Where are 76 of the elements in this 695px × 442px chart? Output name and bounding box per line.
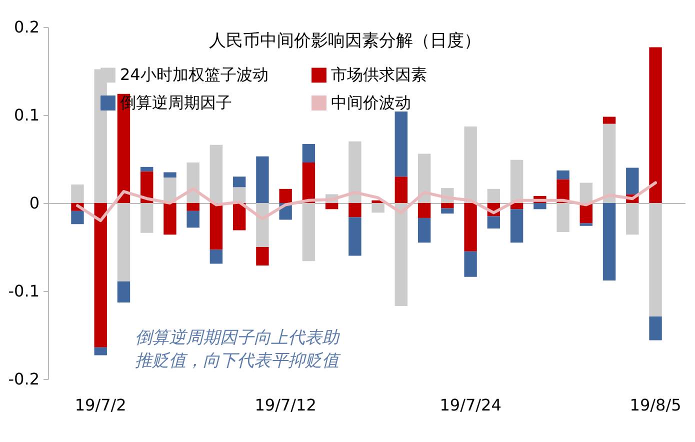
bar [394,176,408,203]
bar [302,162,316,203]
bar [649,203,662,317]
bar [580,223,593,226]
bar [232,203,246,230]
legend-label: 市场供求因素 [331,65,427,84]
bar [602,124,616,203]
legend-label: 中间价波动 [331,93,411,112]
bar [140,203,154,233]
x-tick-label: 19/8/5 [630,396,682,414]
bar [348,203,362,218]
y-tick-label: -0.1 [8,282,40,300]
bar [602,116,616,124]
bar [348,217,362,256]
bar [464,251,477,277]
line-series [76,181,658,222]
bar [256,156,269,203]
bar [256,247,269,266]
bar [164,172,176,178]
bar [71,184,84,203]
bar [94,347,107,356]
bar [256,203,269,247]
bar [441,203,454,208]
annotation: 倒算逆周期因子向上代表助 [135,328,341,348]
bar [510,203,524,210]
bar [487,188,500,203]
bar [418,154,431,203]
bar [649,47,662,203]
bar [302,203,316,262]
bar [348,141,362,203]
bar [186,162,200,203]
x-tick-label: 19/7/2 [74,396,126,414]
bar [164,203,176,235]
bar [232,187,246,203]
bar [210,250,223,264]
bar [372,203,384,213]
bar [602,203,616,280]
y-tick-label: 0 [29,194,40,212]
y-tick-label: 0.2 [14,18,40,36]
bar [464,126,477,203]
bar [556,170,570,180]
y-tick-label: 0.1 [14,106,40,124]
bar [186,203,200,211]
bar [534,203,546,210]
bar [626,168,639,194]
bar [394,111,408,177]
bar [210,144,223,203]
bar [441,208,454,214]
bar [117,203,130,282]
bar [556,203,570,232]
bar [510,209,524,243]
y-tick-label: -0.2 [8,370,40,388]
bar [232,176,246,188]
x-tick-label: 19/7/12 [254,396,316,414]
bar [487,216,500,229]
bar [626,203,639,235]
bar [140,166,154,172]
bar [325,203,338,210]
bar [464,203,477,252]
bar [117,281,130,302]
bar [186,210,200,228]
bar [94,203,107,348]
bar [418,218,431,243]
bar [279,188,292,203]
chart-title: 人民币中间价影响因素分解（日度） [209,31,481,51]
annotation: 推贬值，向下代表平抑贬值 [135,351,341,371]
bar [510,160,524,203]
legend-label: 24小时加权篮子波动 [120,65,268,84]
x-tick-label: 19/7/24 [440,396,502,414]
bar [394,203,408,306]
bar [210,203,223,250]
bar [71,210,84,224]
bar [302,144,316,163]
bar [580,182,593,203]
bar [649,316,662,340]
bar [418,203,431,218]
